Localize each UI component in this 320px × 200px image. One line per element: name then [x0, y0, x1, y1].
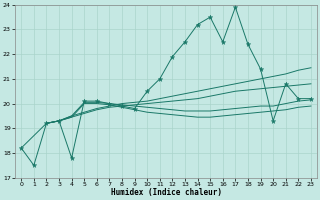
X-axis label: Humidex (Indice chaleur): Humidex (Indice chaleur) — [111, 188, 221, 197]
